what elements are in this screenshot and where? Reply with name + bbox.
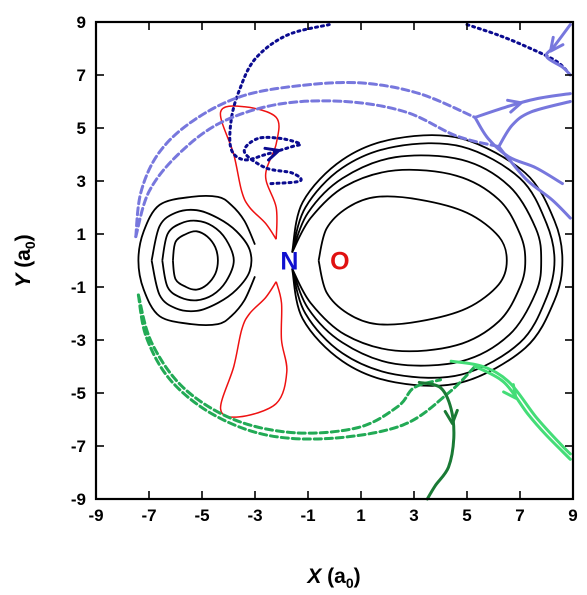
x-tick-label: 7 bbox=[515, 506, 524, 525]
trajectory-line-3 bbox=[134, 80, 477, 239]
trajectory-line-8 bbox=[473, 115, 564, 186]
contour-line-11 bbox=[219, 281, 288, 418]
trajectory-arrow-1 bbox=[263, 146, 281, 162]
y-tick-labels: 9 7 5 3 1 -1 -3 -5 -7 -9 bbox=[71, 13, 86, 509]
x-tick-label: -3 bbox=[247, 506, 262, 525]
y-tick-label: 5 bbox=[77, 119, 86, 138]
trajectory-line-11 bbox=[136, 293, 442, 435]
x-tick-label: 5 bbox=[462, 506, 471, 525]
x-tick-label: 3 bbox=[409, 506, 418, 525]
trajectory-line-7 bbox=[497, 100, 572, 149]
contour-line-9 bbox=[137, 195, 256, 326]
trajectory-lines bbox=[134, 23, 572, 501]
trajectory-line-12 bbox=[473, 365, 572, 461]
contour-line-7 bbox=[161, 219, 235, 302]
contour-line-10 bbox=[219, 105, 280, 240]
contour-line-1 bbox=[291, 134, 564, 387]
trajectory-line-4 bbox=[134, 99, 501, 239]
trajectory-line-1 bbox=[228, 23, 331, 186]
trajectory-arrow-5 bbox=[549, 35, 565, 53]
trajectory-line-9 bbox=[497, 145, 572, 220]
trajectory-line-14 bbox=[417, 380, 456, 501]
contour-line-8 bbox=[172, 230, 219, 291]
x-tick-label: -5 bbox=[194, 506, 209, 525]
y-tick-label: 3 bbox=[77, 172, 86, 191]
y-tick-label: -1 bbox=[71, 278, 86, 297]
contour-line-3 bbox=[291, 154, 543, 367]
y-tick-label: -3 bbox=[71, 331, 86, 350]
contour-line-4 bbox=[291, 168, 527, 353]
y-tick-label: 1 bbox=[77, 225, 86, 244]
y-tick-label: 7 bbox=[77, 66, 86, 85]
x-axis-label: X (a0) bbox=[306, 565, 360, 591]
y-tick-label: -7 bbox=[71, 437, 86, 456]
x-tick-label: 9 bbox=[568, 506, 577, 525]
x-tick-label: -7 bbox=[141, 506, 156, 525]
atom-label-n: N bbox=[280, 248, 298, 276]
trajectory-line-10 bbox=[136, 293, 477, 441]
plot-frame bbox=[94, 20, 575, 501]
x-tick-labels: -9 -7 -5 -3 -1 1 3 5 7 9 bbox=[88, 506, 577, 525]
x-tick-label: 1 bbox=[356, 506, 365, 525]
y-axis-label: Y (a0) bbox=[12, 234, 38, 287]
contour-line-5 bbox=[317, 195, 508, 326]
x-tick-label: -1 bbox=[300, 506, 315, 525]
trajectory-line-13 bbox=[449, 359, 572, 456]
axis-ticks bbox=[95, 21, 574, 500]
contour-line-6 bbox=[150, 208, 253, 313]
atom-label-o: O bbox=[330, 248, 349, 276]
y-tick-label: -5 bbox=[71, 384, 86, 403]
y-tick-label: 9 bbox=[77, 13, 86, 32]
contour-line-2 bbox=[291, 142, 556, 379]
x-tick-label: -9 bbox=[88, 506, 103, 525]
trajectory-arrow-6 bbox=[506, 98, 523, 114]
y-tick-label: -9 bbox=[71, 490, 86, 509]
trajectory-arrow-14 bbox=[443, 408, 459, 425]
trajectory-line-5 bbox=[544, 23, 572, 77]
contour-lines bbox=[137, 105, 564, 418]
